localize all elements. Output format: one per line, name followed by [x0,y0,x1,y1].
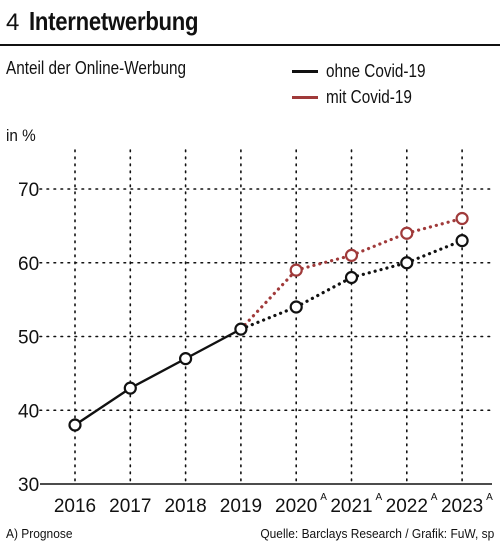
series-1-segment [294,253,354,272]
chart-title: Internetwerbung [29,6,199,36]
y-tick-label: 70 [18,180,39,201]
x-tick-label: 2018 [164,496,206,517]
series-0-point [234,322,248,336]
legend-label-ohne-covid: ohne Covid-19 [326,60,426,81]
series-0-segment [73,386,132,427]
x-tick-label: 2021 [330,496,372,517]
x-tick-label: 2017 [109,496,151,517]
source-credit: Quelle: Barclays Research / Grafik: FuW,… [260,526,494,541]
series-0-point [344,270,359,285]
x-tick-label: 2020 [275,496,317,517]
series-0-segment [349,261,409,280]
series-1-segment [405,216,464,235]
footnote: A) Prognose [6,526,73,541]
series-1-segment [349,231,409,257]
legend-swatch-mit-covid [292,95,318,99]
x-tick-label: 2022 [386,496,428,517]
series-1-point [455,211,469,226]
legend-item-mit-covid: mit Covid-19 [292,84,443,110]
legend-swatch-ohne-covid [292,69,318,73]
x-tick-superscript: A [376,492,383,503]
x-tick-superscript: A [431,492,438,503]
y-axis-unit: in % [6,126,36,145]
series-1-point [344,248,359,262]
y-tick-label: 30 [18,475,39,496]
chart-number: 4 [6,9,20,36]
series-1-point [289,263,303,277]
title-rule [0,44,500,46]
x-tick-label: 2023 [441,496,483,517]
series-0-point [455,234,469,248]
x-tick-label: 2019 [220,496,262,517]
series-0-segment [184,327,243,360]
legend: ohne Covid-19 mit Covid-19 [292,58,443,110]
series-0-point [400,256,414,270]
legend-item-ohne-covid: ohne Covid-19 [292,58,443,84]
series-0-segment [129,357,187,390]
series-0-point [68,418,82,432]
series-0-segment [294,275,354,309]
series-1-segment [239,268,298,331]
series-0-point [123,381,137,395]
y-tick-label: 60 [18,254,39,275]
x-tick-superscript: A [486,492,493,503]
series-0-point [179,352,193,366]
series-0-segment [239,305,298,331]
series-0-segment [405,239,464,265]
legend-label-mit-covid: mit Covid-19 [326,86,412,107]
y-tick-label: 50 [18,328,39,349]
x-tick-superscript: A [320,492,327,503]
series-1-point [400,226,414,240]
series-0-point [289,300,303,314]
y-tick-label: 40 [18,401,39,422]
x-tick-label: 2016 [54,496,96,517]
chart-subtitle: Anteil der Online-Werbung [6,58,187,78]
chart-header: 4 Internetwerbung [6,6,229,42]
